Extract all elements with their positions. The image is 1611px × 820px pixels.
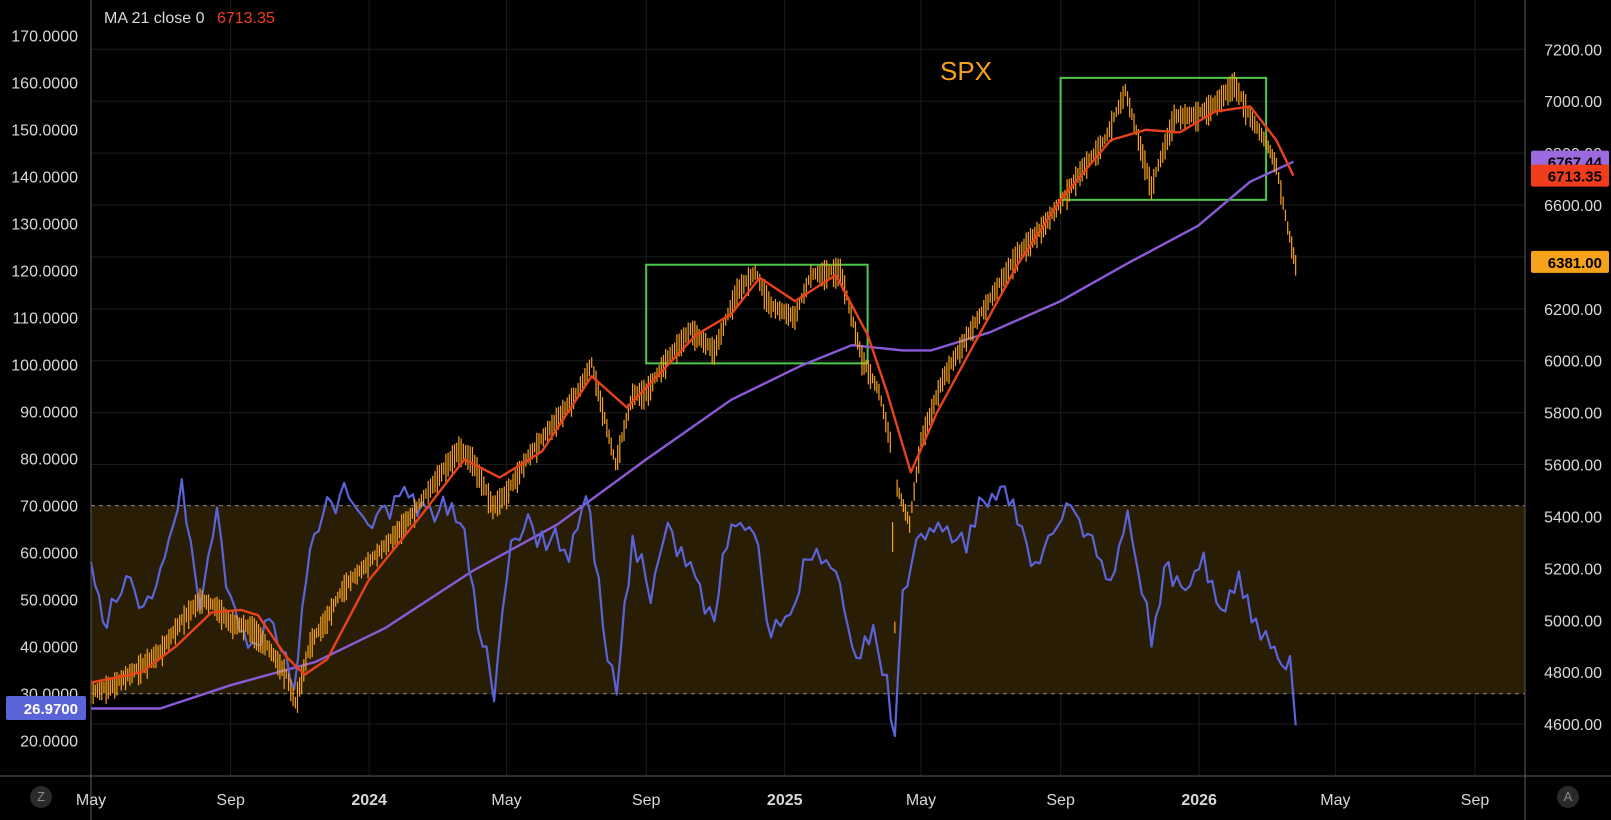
right-axis-tick-label: 6000.00	[1544, 354, 1602, 371]
ma_fast-line	[90, 105, 1295, 684]
left-axis-tick-label: 50.0000	[20, 593, 78, 610]
right-axis-tick-label: 5400.00	[1544, 509, 1602, 526]
time-axis-label: Sep	[1461, 792, 1490, 809]
legend-label: MA 21 close 0	[104, 10, 205, 27]
price-tag-label: 6713.35	[1548, 169, 1602, 186]
left-axis-tick-label: 150.0000	[11, 122, 78, 139]
time-axis-label: Sep	[632, 792, 661, 809]
time-axis-label: 2025	[767, 792, 803, 809]
left-axis-tick-label: 60.0000	[20, 546, 78, 563]
timezone-button[interactable]: Z	[30, 786, 52, 808]
rsi-band	[91, 505, 1525, 695]
highlight-box	[645, 263, 869, 365]
left-axis-tick-label: 40.0000	[20, 640, 78, 657]
left-axis-tick-label: 140.0000	[11, 169, 78, 186]
time-axis-label: May	[906, 792, 936, 809]
time-axis-label: May	[76, 792, 106, 809]
series-layer	[89, 71, 1297, 738]
right-axis-bg	[1525, 0, 1611, 820]
left-axis-tick-label: 120.0000	[11, 263, 78, 280]
left-axis-tick-label: 100.0000	[11, 357, 78, 374]
highlight-box	[1059, 76, 1268, 201]
rsi-tag	[6, 695, 86, 720]
time-axis-label: 2024	[351, 792, 387, 809]
time-axis-label: Sep	[216, 792, 245, 809]
rsi-tag-label: 26.9700	[24, 701, 78, 718]
right-axis-tick-label: 6200.00	[1544, 302, 1602, 319]
left-axis-tick-label: 70.0000	[20, 499, 78, 516]
right-axis-tick-label: 7000.00	[1544, 94, 1602, 111]
bottom-axis-bg	[0, 776, 1611, 820]
time-axis-label: May	[1320, 792, 1350, 809]
right-axis-tick-label: 4600.00	[1544, 717, 1602, 734]
rsi-line	[89, 478, 1297, 738]
left-axis-tick-label: 20.0000	[20, 734, 78, 751]
left-axis-tick-label: 110.0000	[12, 310, 78, 327]
right-axis-tick-label: 5800.00	[1544, 406, 1602, 423]
rsi-band-fill	[91, 505, 1525, 694]
left-axis-tick-label: 160.0000	[11, 75, 78, 92]
price-tag-label: 6381.00	[1548, 255, 1602, 272]
right-axis-tick-label: 6600.00	[1544, 198, 1602, 215]
auto-scale-button[interactable]: A	[1557, 786, 1579, 808]
chart-title: SPX	[940, 56, 992, 86]
price-tag	[1531, 164, 1609, 187]
ma_slow-line	[91, 160, 1294, 710]
left-axis-tick-label: 90.0000	[20, 405, 78, 422]
left-axis-tick-label: 130.0000	[11, 216, 78, 233]
price-tag	[1531, 250, 1609, 273]
legend-value: 6713.35	[216, 10, 275, 27]
right-axis-tick-label: 4800.00	[1544, 665, 1602, 682]
left-axis-tick-label: 80.0000	[20, 452, 78, 469]
left-axis-tick-label: 170.0000	[11, 28, 78, 45]
right-axis-tick-label: 5200.00	[1544, 561, 1602, 578]
time-axis-label: May	[491, 792, 521, 809]
time-axis-label: Sep	[1046, 792, 1075, 809]
right-axis-tick-label: 5000.00	[1544, 613, 1602, 630]
time-axis-label: 2026	[1181, 792, 1217, 809]
right-axis-tick-label: 7200.00	[1544, 42, 1602, 59]
right-axis-tick-label: 5600.00	[1544, 458, 1602, 475]
legend: MA 21 close 0 6713.35	[104, 10, 275, 28]
highlight-boxes	[645, 76, 1268, 365]
